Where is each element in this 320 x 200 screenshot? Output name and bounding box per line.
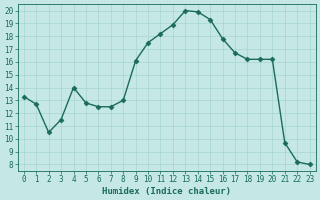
X-axis label: Humidex (Indice chaleur): Humidex (Indice chaleur) xyxy=(102,187,231,196)
